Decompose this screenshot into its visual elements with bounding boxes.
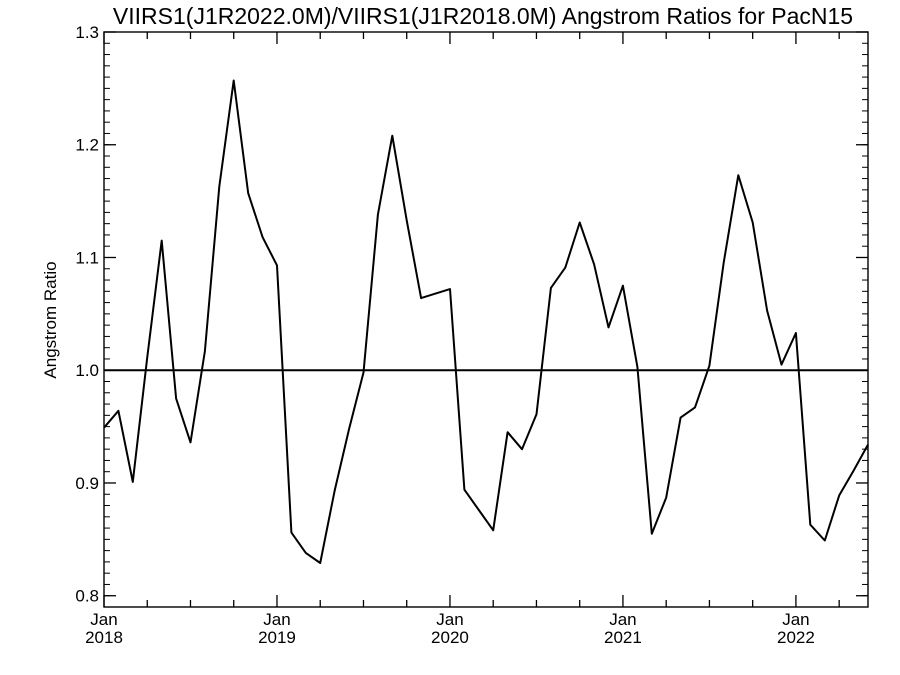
axis-ticks — [103, 31, 868, 608]
x-tick-label-month: Jan — [436, 610, 463, 629]
y-tick-label: 1.3 — [75, 23, 99, 42]
x-tick-label-year: 2019 — [258, 628, 296, 647]
y-tick-label: 1.2 — [75, 136, 99, 155]
y-tick-label: 0.8 — [75, 587, 99, 606]
x-tick-label-month: Jan — [609, 610, 636, 629]
x-tick-label-year: 2018 — [85, 628, 123, 647]
x-tick-label-month: Jan — [782, 610, 809, 629]
x-tick-label-month: Jan — [263, 610, 290, 629]
y-tick-label: 1.1 — [75, 248, 99, 267]
x-tick-label-year: 2020 — [431, 628, 469, 647]
x-tick-label-month: Jan — [90, 610, 117, 629]
y-tick-label: 1.0 — [75, 361, 99, 380]
x-tick-label-year: 2021 — [604, 628, 642, 647]
plot-area — [103, 31, 869, 608]
chart-title: VIIRS1(J1R2022.0M)/VIIRS1(J1R2018.0M) An… — [113, 3, 853, 29]
y-tick-labels: 0.8 0.9 1.0 1.1 1.2 1.3 — [75, 23, 99, 606]
angstrom-ratio-line — [103, 79, 869, 564]
y-tick-label: 0.9 — [75, 474, 99, 493]
x-tick-label-year: 2022 — [777, 628, 815, 647]
y-axis-label: Angstrom Ratio — [41, 261, 60, 378]
